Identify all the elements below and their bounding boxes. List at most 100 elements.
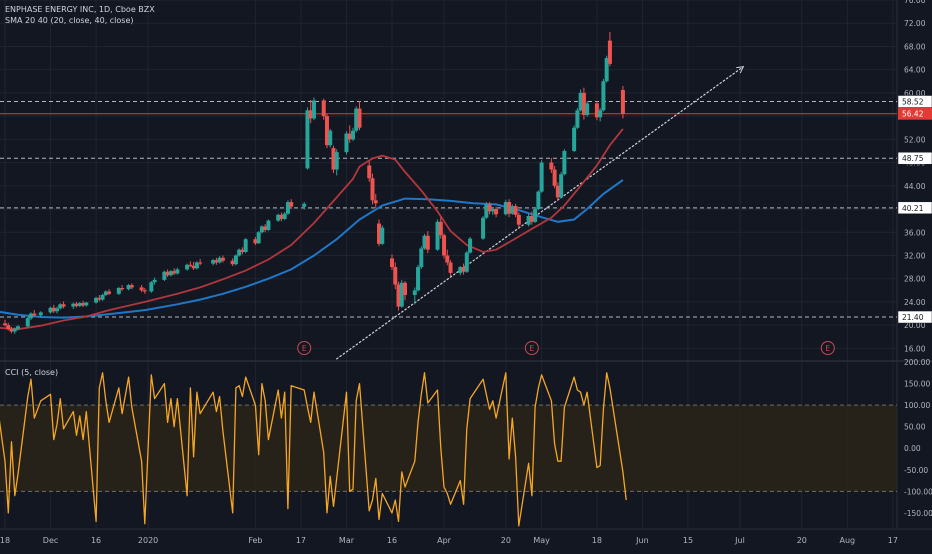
- candle-body: [581, 92, 586, 115]
- candle-body: [572, 127, 577, 151]
- cci-band-area: [0, 404, 897, 492]
- candle-body: [211, 260, 216, 264]
- candle: [256, 231, 261, 244]
- candle-body: [194, 262, 199, 269]
- cci-tick-label: 50.00: [904, 423, 926, 432]
- candle: [468, 236, 473, 254]
- candle-body: [435, 221, 440, 250]
- candle-body: [396, 284, 401, 307]
- candle: [412, 287, 417, 305]
- candle: [32, 310, 37, 318]
- candle-body: [12, 328, 17, 332]
- candle-body: [425, 235, 430, 250]
- time-tick-label: 18: [0, 536, 10, 545]
- candle: [435, 219, 440, 251]
- cci-band-fill: [0, 405, 897, 492]
- candle-body: [6, 325, 11, 330]
- candle: [549, 157, 554, 174]
- candle-body: [282, 213, 287, 219]
- candle-body: [120, 288, 125, 290]
- candle-body: [100, 294, 105, 300]
- candle: [601, 78, 606, 112]
- candle-body: [510, 206, 515, 214]
- main-legend: ENPHASE ENERGY INC, 1D, Cboe BZX SMA 20 …: [5, 4, 155, 26]
- candle-body: [74, 303, 79, 306]
- moving-averages: [0, 128, 624, 331]
- candle-body: [9, 329, 14, 332]
- earnings-marker-circle[interactable]: [297, 341, 312, 355]
- candle: [516, 212, 521, 228]
- symbol-title[interactable]: ENPHASE ENERGY INC, 1D, Cboe BZX: [5, 5, 155, 14]
- candle: [139, 285, 144, 293]
- candle-body: [448, 262, 453, 273]
- candle-body: [438, 221, 443, 236]
- cci-indicator-label[interactable]: CCI (5, close): [5, 368, 59, 377]
- candle: [526, 213, 531, 227]
- candle: [84, 301, 89, 307]
- candle: [490, 207, 495, 215]
- candle-body: [507, 202, 512, 214]
- candle: [168, 270, 173, 277]
- price-level-tag-bg: [897, 151, 932, 165]
- candle: [464, 250, 469, 273]
- candle: [347, 125, 352, 143]
- time-axis[interactable]: 18 Dec 16 2020 Feb 17 Mar 16 Apr 20 May 18 Jun 15 Jul 2…: [0, 536, 898, 545]
- candle-body: [578, 92, 583, 111]
- candle: [29, 312, 34, 320]
- candle: [373, 193, 378, 208]
- candle-body: [289, 202, 294, 207]
- candle-body: [549, 162, 554, 170]
- candle: [74, 301, 79, 308]
- price-level-tag: 58.52: [902, 97, 924, 106]
- candle-body: [71, 303, 76, 307]
- price-tick-label: 24.00: [904, 298, 926, 307]
- candle: [494, 206, 499, 218]
- candle: [165, 269, 170, 277]
- candle-body: [562, 150, 567, 175]
- trendline-group[interactable]: [336, 66, 745, 360]
- cci-axis[interactable]: 200.00 150.00 100.00 50.00 0.00 -50.00 -100.00…: [904, 358, 932, 518]
- time-tick-label: Jun: [635, 536, 649, 545]
- cci-tick-label: 0.00: [904, 444, 921, 453]
- candle-body: [198, 262, 203, 264]
- candle-body: [16, 326, 21, 329]
- time-tick-label: Feb: [248, 536, 262, 545]
- time-tick-label: 20: [501, 536, 511, 545]
- candle-body: [126, 285, 131, 290]
- candle-body: [370, 178, 375, 201]
- candle-body: [552, 169, 557, 186]
- trendline[interactable]: [336, 66, 744, 360]
- current-price-tag: 56.42: [902, 110, 924, 119]
- price-tick-label: 76.00: [904, 0, 926, 5]
- candle-body: [58, 304, 63, 309]
- candle-body: [601, 81, 606, 111]
- candle: [61, 301, 66, 309]
- candle-body: [607, 40, 612, 64]
- candle: [116, 286, 121, 295]
- earnings-marker-circle[interactable]: [524, 341, 539, 355]
- price-level-tag: 48.75: [902, 154, 924, 163]
- cci-line-group: [0, 372, 627, 527]
- candle: [445, 249, 450, 266]
- price-level-tag-bg: [897, 95, 932, 108]
- price-level-tag: 40.21: [902, 204, 924, 213]
- candle-body: [598, 110, 603, 118]
- sma-indicator-label[interactable]: SMA 20 40 (20, close, 40, close): [5, 16, 134, 25]
- earnings-marker-circle[interactable]: [820, 341, 835, 355]
- candle-body: [412, 290, 417, 295]
- candle-body: [380, 227, 385, 244]
- candle: [458, 265, 463, 276]
- candle-body: [373, 200, 378, 204]
- candle-body: [377, 223, 382, 244]
- cci-tick-label: 200.00: [904, 358, 930, 367]
- candle-body: [494, 209, 499, 215]
- candle-body: [48, 307, 53, 313]
- candle: [354, 106, 359, 133]
- candle-body: [152, 279, 157, 283]
- price-level-tag-bg: [897, 310, 932, 324]
- candle: [308, 99, 313, 124]
- candle-body: [516, 214, 521, 225]
- candle-body: [32, 313, 37, 316]
